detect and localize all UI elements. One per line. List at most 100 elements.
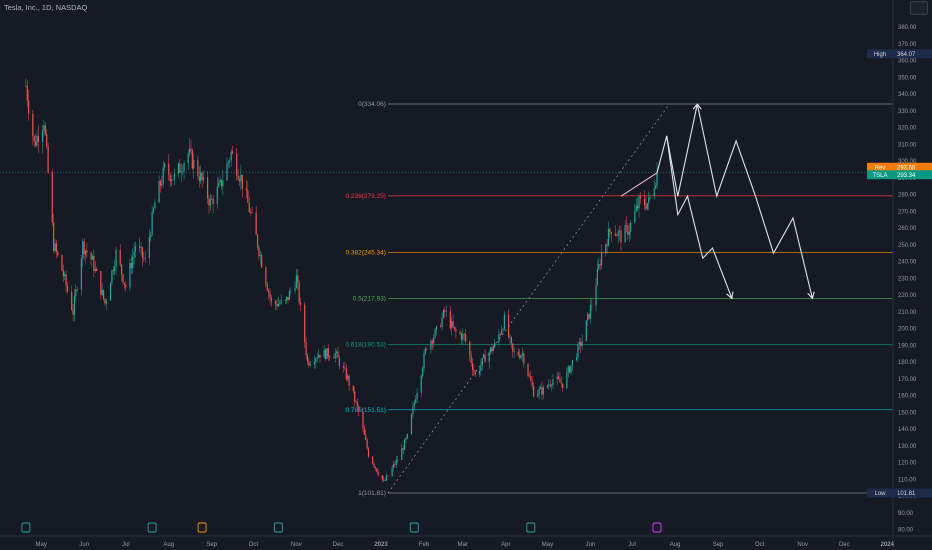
- candle-body: [406, 434, 408, 439]
- candle-body: [566, 371, 568, 389]
- candle-body: [517, 351, 519, 356]
- candle-body: [100, 270, 102, 295]
- candle-body: [494, 342, 496, 348]
- candle-body: [589, 305, 592, 319]
- candle-body: [519, 355, 521, 359]
- candle-body: [64, 274, 66, 277]
- candle-body: [261, 255, 263, 268]
- candle-body: [585, 320, 587, 342]
- candle-body: [352, 385, 354, 392]
- rsi-price-tag-label: Rev: [875, 165, 886, 171]
- candle-body: [255, 212, 257, 235]
- candle-body: [387, 475, 389, 477]
- candle-body: [481, 357, 483, 366]
- candle-body: [653, 188, 655, 197]
- candle-body: [304, 304, 306, 343]
- candle-body: [122, 274, 124, 283]
- candle-body: [91, 255, 94, 260]
- candle-body: [531, 381, 533, 387]
- candle-body: [577, 344, 579, 358]
- candle-body: [177, 163, 180, 174]
- candle-body: [441, 317, 443, 328]
- candle-body: [319, 354, 321, 358]
- candle-body: [570, 365, 572, 373]
- candle-body: [599, 264, 601, 266]
- candle-body: [133, 251, 135, 257]
- candle-body: [488, 352, 490, 363]
- candle-body: [62, 270, 64, 277]
- candle-body: [112, 270, 114, 272]
- candle-body: [191, 150, 193, 169]
- candle-body: [442, 309, 445, 318]
- projection-arrowhead: [726, 291, 734, 300]
- candle-body: [297, 275, 299, 283]
- event-markers: [21, 522, 662, 533]
- candle-body: [637, 205, 639, 209]
- candle-body: [383, 479, 385, 481]
- candle-body: [268, 290, 270, 293]
- price-tick-label: 250.00: [898, 243, 917, 249]
- candle-body: [294, 287, 296, 291]
- price-tick-label: 370.00: [898, 42, 917, 48]
- candle-body: [562, 383, 564, 389]
- candle-body: [96, 268, 98, 271]
- time-tick-label: Oct: [755, 542, 765, 548]
- candle-body: [37, 136, 39, 142]
- time-tick-label: Jul: [122, 542, 130, 548]
- candle-body: [646, 203, 648, 209]
- candle-body: [480, 365, 482, 371]
- candle-body: [598, 264, 600, 269]
- candle-body: [605, 244, 607, 253]
- candle-body: [600, 252, 603, 266]
- candle-body: [193, 159, 195, 169]
- candle-body: [179, 163, 181, 173]
- rsi-price-tag-value-box: [893, 162, 932, 172]
- candle-body: [240, 174, 242, 182]
- time-tick-label: Apr: [501, 542, 510, 548]
- candle-body: [299, 302, 302, 305]
- candle-body: [628, 231, 630, 235]
- candle-body: [434, 329, 436, 338]
- candle-body: [295, 275, 297, 288]
- candle-body: [259, 255, 261, 257]
- candle-body: [286, 296, 288, 301]
- price-tick-label: 270.00: [898, 209, 917, 215]
- price-tick-label: 170.00: [898, 377, 917, 383]
- candle-body: [634, 211, 636, 223]
- candle-body: [376, 468, 378, 472]
- rsi-price-tag-value: 293.58: [897, 165, 916, 171]
- price-tick-label: 200.00: [898, 327, 917, 333]
- candle-body: [187, 152, 189, 163]
- candle-body: [395, 459, 397, 465]
- candle-body: [222, 180, 224, 187]
- candle-body: [90, 252, 92, 260]
- price-tick-label: 90.00: [898, 511, 914, 517]
- candle-body: [317, 354, 320, 358]
- candle-body: [462, 333, 464, 340]
- candle-body: [520, 355, 522, 359]
- candle-body: [513, 351, 515, 353]
- settings-button[interactable]: [910, 1, 928, 15]
- candle-body: [405, 438, 407, 440]
- candle-body: [277, 303, 279, 307]
- candle-body: [212, 198, 214, 205]
- candle-body: [491, 347, 493, 351]
- candle-body: [342, 365, 345, 368]
- candle-body: [607, 229, 610, 247]
- candle-body: [143, 257, 145, 259]
- candle-body: [152, 208, 155, 213]
- candle-body: [105, 300, 107, 304]
- time-axis: May Jun Jul Aug Sep Oct Nov Dec 2023 Feb Mar Apr May…: [0, 535, 932, 548]
- candle-body: [473, 370, 475, 372]
- candle-body: [609, 229, 611, 233]
- candle-body: [164, 163, 166, 168]
- candle-body: [287, 296, 289, 300]
- candle-body: [276, 303, 278, 307]
- candle-body: [86, 250, 88, 253]
- candle-body: [54, 243, 56, 251]
- earnings-marker-icon: [21, 522, 31, 533]
- candle-body: [323, 349, 325, 358]
- candle-body: [43, 125, 45, 130]
- candle-body: [168, 163, 170, 175]
